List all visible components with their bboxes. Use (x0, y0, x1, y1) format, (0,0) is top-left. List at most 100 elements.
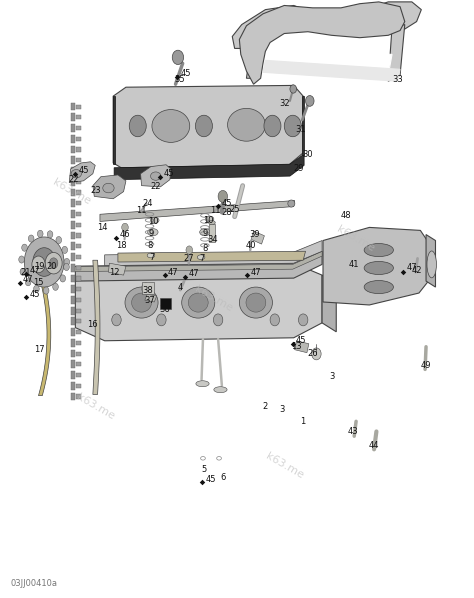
Circle shape (32, 256, 45, 273)
Circle shape (45, 252, 62, 274)
Text: 24: 24 (142, 199, 153, 208)
Text: 47: 47 (188, 270, 199, 279)
Text: 11: 11 (137, 206, 147, 215)
Text: 8: 8 (202, 244, 208, 253)
Bar (76, 115, 81, 120)
Text: 32: 32 (279, 99, 290, 108)
Bar (71, 296, 75, 304)
Ellipse shape (132, 293, 152, 312)
Circle shape (53, 283, 58, 291)
Text: 12: 12 (109, 268, 119, 277)
Polygon shape (38, 273, 51, 396)
Bar (71, 274, 75, 282)
Polygon shape (69, 162, 95, 182)
Polygon shape (109, 263, 126, 275)
Circle shape (47, 231, 53, 238)
Text: 49: 49 (421, 361, 431, 370)
Ellipse shape (209, 221, 215, 225)
Circle shape (299, 314, 308, 326)
Bar (160, 298, 171, 309)
Bar (71, 146, 75, 154)
Bar (76, 362, 81, 367)
Polygon shape (263, 60, 400, 81)
Ellipse shape (364, 261, 393, 274)
Circle shape (60, 275, 65, 282)
Ellipse shape (188, 293, 208, 312)
Text: 46: 46 (119, 230, 130, 239)
Polygon shape (251, 231, 264, 244)
Bar (76, 352, 81, 356)
Bar (71, 393, 75, 401)
Circle shape (213, 314, 223, 326)
Bar (71, 199, 75, 207)
Ellipse shape (151, 217, 159, 223)
Ellipse shape (205, 216, 214, 222)
Circle shape (129, 115, 146, 137)
Bar (71, 339, 75, 347)
Ellipse shape (71, 170, 82, 178)
Bar (76, 190, 81, 194)
Polygon shape (113, 86, 303, 168)
Bar (71, 328, 75, 336)
Polygon shape (105, 240, 322, 266)
Text: 45: 45 (29, 289, 40, 299)
Circle shape (218, 190, 228, 202)
Text: 47: 47 (407, 264, 417, 273)
Text: 39: 39 (250, 230, 260, 239)
Bar (71, 210, 75, 218)
Text: 6: 6 (220, 474, 226, 483)
Bar (76, 233, 81, 237)
Text: 29: 29 (293, 164, 304, 173)
Bar (71, 371, 75, 379)
Text: 45: 45 (181, 69, 191, 78)
Text: 45: 45 (296, 336, 307, 345)
Text: 47: 47 (168, 268, 179, 277)
Text: 10: 10 (203, 216, 214, 225)
Ellipse shape (152, 109, 190, 142)
Text: 35: 35 (174, 75, 185, 84)
Bar (76, 384, 81, 388)
Circle shape (270, 314, 280, 326)
Text: 41: 41 (349, 260, 359, 269)
Text: 22: 22 (150, 182, 161, 191)
Ellipse shape (246, 293, 266, 312)
Polygon shape (113, 96, 115, 164)
Circle shape (264, 115, 281, 137)
Ellipse shape (288, 200, 295, 207)
Circle shape (19, 256, 25, 263)
Text: 44: 44 (369, 441, 379, 450)
Text: 47: 47 (251, 268, 261, 277)
Polygon shape (75, 263, 322, 341)
Text: 9: 9 (148, 229, 154, 238)
Bar (71, 188, 75, 196)
Bar (71, 307, 75, 315)
Polygon shape (93, 260, 100, 395)
Ellipse shape (182, 287, 215, 318)
Bar (76, 330, 81, 334)
Bar (71, 124, 75, 132)
Ellipse shape (228, 108, 265, 141)
Bar (71, 318, 75, 325)
Text: 16: 16 (87, 319, 97, 328)
Text: 36: 36 (160, 305, 171, 314)
Bar (76, 341, 81, 345)
Text: 27: 27 (183, 254, 194, 263)
Bar (76, 137, 81, 141)
Bar (71, 242, 75, 250)
Text: 03JJ00410a: 03JJ00410a (10, 579, 57, 588)
Text: 45: 45 (163, 169, 174, 178)
Polygon shape (426, 234, 436, 287)
Bar (71, 361, 75, 368)
Text: 48: 48 (340, 211, 351, 220)
Bar (76, 319, 81, 324)
Circle shape (195, 115, 212, 137)
Circle shape (56, 236, 62, 243)
Text: k63.me: k63.me (193, 284, 234, 314)
Bar (76, 395, 81, 399)
Bar (76, 169, 81, 173)
Text: 45: 45 (78, 166, 89, 175)
Bar (76, 222, 81, 227)
Bar (76, 309, 81, 313)
Bar (71, 178, 75, 185)
Text: 26: 26 (307, 349, 318, 358)
